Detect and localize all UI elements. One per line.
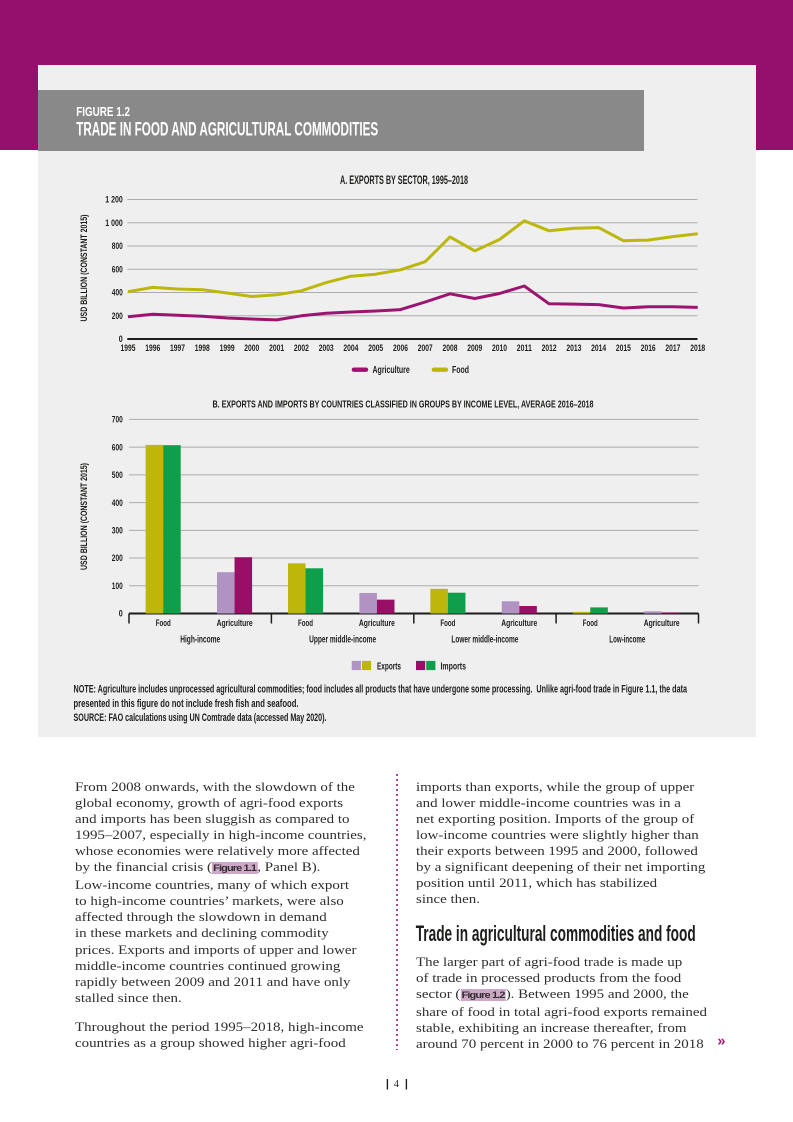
svg-text:1997: 1997 [170, 343, 185, 354]
svg-text:|: | [405, 1078, 408, 1090]
svg-text:A. EXPORTS BY SECTOR, 1995–201: A. EXPORTS BY SECTOR, 1995–2018 [340, 173, 468, 187]
svg-text:700: 700 [112, 415, 123, 426]
svg-text:400: 400 [112, 498, 123, 509]
svg-text:2018: 2018 [690, 343, 705, 354]
svg-text:400: 400 [112, 288, 123, 299]
svg-text:Agriculture: Agriculture [217, 618, 253, 629]
svg-text:B. EXPORTS AND IMPORTS BY COUN: B. EXPORTS AND IMPORTS BY COUNTRIES CLAS… [213, 399, 594, 411]
svg-text:2014: 2014 [591, 343, 607, 354]
svg-text:2007: 2007 [418, 343, 433, 354]
svg-text:800: 800 [112, 241, 123, 252]
svg-text:SOURCE: FAO calculations using: SOURCE: FAO calculations using UN Comtra… [74, 712, 327, 724]
svg-text:2004: 2004 [343, 343, 359, 354]
svg-text:300: 300 [112, 526, 123, 537]
svg-text:Food: Food [298, 618, 313, 629]
svg-text:4: 4 [394, 1079, 399, 1090]
svg-text:1999: 1999 [220, 343, 235, 354]
svg-text:600: 600 [112, 442, 123, 453]
svg-text:USD BILLION (CONSTANT 2015): USD BILLION (CONSTANT 2015) [79, 215, 90, 322]
svg-text:1 000: 1 000 [105, 218, 123, 229]
svg-text:Agriculture: Agriculture [501, 618, 537, 629]
svg-text:NOTE: Agriculture includes unp: NOTE: Agriculture includes unprocessed a… [74, 684, 688, 696]
svg-text:500: 500 [112, 470, 123, 481]
svg-text:Trade in agricultural commodit: Trade in agricultural commodities and fo… [416, 921, 696, 946]
svg-text:200: 200 [112, 553, 123, 564]
svg-text:2005: 2005 [368, 343, 384, 354]
svg-text:2017: 2017 [665, 343, 680, 354]
svg-text:Upper middle-income: Upper middle-income [309, 634, 376, 645]
svg-text:600: 600 [112, 264, 123, 275]
svg-text:Exports: Exports [377, 661, 401, 673]
svg-text:2002: 2002 [294, 343, 309, 354]
svg-text:Food: Food [440, 618, 455, 629]
svg-text:|: | [386, 1078, 389, 1090]
svg-text:TRADE IN FOOD AND AGRICULTURAL: TRADE IN FOOD AND AGRICULTURAL COMMODITI… [76, 120, 378, 141]
svg-text:Food: Food [452, 364, 469, 376]
svg-text:2008: 2008 [443, 343, 458, 354]
svg-text:Lower middle-income: Lower middle-income [451, 634, 518, 645]
svg-text:1 200: 1 200 [105, 195, 123, 206]
svg-text:»: » [717, 1034, 725, 1050]
svg-text:2015: 2015 [616, 343, 632, 354]
svg-text:100: 100 [112, 581, 123, 592]
svg-text:2000: 2000 [244, 343, 259, 354]
svg-text:1998: 1998 [195, 343, 210, 354]
svg-text:1996: 1996 [145, 343, 160, 354]
svg-text:2009: 2009 [467, 343, 482, 354]
svg-text:2011: 2011 [517, 343, 533, 354]
svg-text:200: 200 [112, 311, 123, 322]
svg-text:presented in this figure do no: presented in this figure do not include … [74, 698, 299, 710]
svg-text:2010: 2010 [492, 343, 507, 354]
svg-text:2016: 2016 [641, 343, 656, 354]
svg-text:2012: 2012 [542, 343, 557, 354]
svg-text:High-income: High-income [180, 634, 220, 645]
svg-text:Low-income: Low-income [609, 634, 645, 645]
svg-text:Food: Food [583, 618, 598, 629]
svg-text:2006: 2006 [393, 343, 408, 354]
svg-text:Agriculture: Agriculture [359, 618, 395, 629]
svg-text:Agriculture: Agriculture [373, 364, 410, 376]
svg-text:1995: 1995 [121, 343, 137, 354]
svg-text:2001: 2001 [269, 343, 285, 354]
svg-text:2003: 2003 [319, 343, 334, 354]
svg-text:Imports: Imports [441, 661, 467, 673]
svg-text:USD BILLION (CONSTANT 2015): USD BILLION (CONSTANT 2015) [79, 463, 90, 570]
svg-text:2013: 2013 [566, 343, 581, 354]
svg-text:FIGURE 1.2: FIGURE 1.2 [76, 104, 130, 119]
svg-text:Food: Food [156, 618, 171, 629]
svg-text:Agriculture: Agriculture [644, 618, 680, 629]
svg-text:0: 0 [119, 609, 123, 620]
svg-text:0: 0 [119, 334, 123, 345]
